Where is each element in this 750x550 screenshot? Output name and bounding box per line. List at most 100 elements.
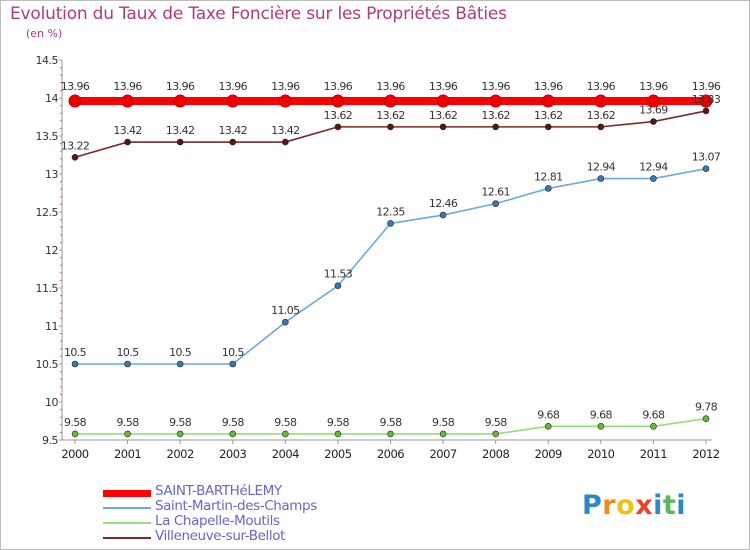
y-tick-label: 12.5 — [36, 206, 59, 219]
data-label: 13.96 — [166, 80, 195, 93]
data-point — [124, 360, 131, 368]
x-tick-label: 2009 — [535, 447, 562, 461]
data-point — [121, 94, 135, 108]
data-label: 13.96 — [271, 80, 300, 93]
legend-label: SAINT-BARTHéLEMY — [155, 483, 282, 499]
legend-label: Saint-Martin-des-Champs — [155, 498, 317, 514]
data-label: 13.96 — [324, 80, 353, 93]
data-label: 9.58 — [64, 416, 87, 429]
data-point — [544, 185, 552, 192]
data-label: 10.5 — [117, 346, 140, 359]
legend-swatch — [103, 490, 151, 497]
logo-letter: i — [653, 490, 663, 521]
data-point — [229, 138, 237, 146]
data-point — [650, 175, 657, 182]
data-label: 9.58 — [117, 416, 140, 429]
data-label: 9.58 — [379, 416, 402, 429]
data-label: 9.68 — [642, 408, 665, 421]
data-label: 13.96 — [692, 80, 721, 93]
y-tick-label: 11 — [45, 320, 58, 333]
logo-letter: i — [676, 490, 687, 521]
x-tick-label: 2003 — [219, 447, 246, 461]
data-label: 12.35 — [376, 205, 405, 218]
proxiti-logo: Proxiti — [582, 490, 686, 521]
data-label: 13.62 — [481, 109, 510, 122]
data-point — [226, 94, 240, 108]
data-label: 13.96 — [61, 80, 90, 93]
data-point — [71, 430, 79, 438]
data-point — [124, 138, 131, 146]
data-point — [594, 94, 608, 108]
data-label: 13.96 — [219, 80, 248, 93]
data-point — [282, 138, 289, 146]
data-label: 13.96 — [113, 80, 142, 93]
data-point — [597, 175, 605, 182]
data-point — [492, 123, 499, 131]
data-point — [176, 138, 184, 146]
x-tick-label: 2004 — [272, 447, 299, 461]
logo-letter: t — [662, 490, 677, 521]
y-tick-label: 9.5 — [42, 434, 58, 447]
data-label: 13.62 — [587, 109, 616, 122]
data-label: 13.96 — [376, 80, 405, 93]
logo-letter: P — [582, 490, 603, 521]
data-point — [229, 430, 237, 438]
data-label: 13.42 — [271, 124, 300, 137]
x-tick-label: 2005 — [324, 447, 351, 461]
data-label: 9.58 — [274, 416, 297, 429]
x-tick-label: 2002 — [167, 447, 194, 461]
data-point — [492, 200, 499, 207]
data-label: 13.96 — [429, 80, 458, 93]
x-tick-label: 2012 — [692, 447, 719, 461]
data-label: 9.58 — [222, 416, 245, 429]
y-tick-label: 13 — [45, 168, 58, 181]
legend-item-la-chapelle-moutils: La Chapelle-Moutils — [103, 513, 363, 530]
data-label: 13.83 — [692, 93, 721, 106]
data-point — [544, 123, 552, 131]
data-point — [334, 430, 342, 438]
data-label: 13.07 — [692, 151, 721, 164]
chart-title: Evolution du Taux de Taxe Foncière sur l… — [10, 4, 507, 24]
data-point — [334, 282, 342, 290]
data-label: 12.81 — [534, 170, 563, 183]
series-line — [75, 167, 707, 365]
data-point — [334, 123, 342, 131]
data-label: 12.61 — [481, 186, 510, 199]
x-tick-label: 2008 — [482, 447, 509, 461]
data-label: 9.78 — [695, 401, 718, 414]
data-point — [229, 360, 237, 368]
unit-label: (en %) — [26, 27, 63, 40]
data-point — [439, 430, 447, 438]
data-label: 13.22 — [61, 139, 90, 152]
data-point — [702, 415, 710, 423]
data-point — [331, 94, 345, 108]
y-tick-label: 12 — [45, 244, 58, 257]
data-point — [699, 94, 713, 108]
data-point — [492, 430, 499, 438]
data-point — [541, 94, 555, 108]
data-label: 13.96 — [534, 80, 563, 93]
data-point — [387, 430, 394, 438]
legend-item-saint-barthelemy: SAINT-BARTHéLEMY — [103, 483, 363, 500]
legend-swatch — [103, 537, 151, 539]
y-tick-label: 13.5 — [36, 130, 59, 143]
data-label: 10.5 — [222, 346, 245, 359]
y-tick-label: 10 — [45, 396, 58, 409]
data-point — [544, 423, 552, 430]
y-tick-label: 10.5 — [36, 358, 59, 371]
data-label: 13.42 — [219, 124, 248, 137]
data-label: 11.05 — [271, 304, 300, 317]
data-label: 9.58 — [169, 416, 192, 429]
data-point — [387, 220, 394, 227]
data-point — [702, 107, 710, 115]
data-point — [176, 430, 184, 438]
y-tick-label: 14.5 — [36, 54, 59, 67]
data-point — [282, 430, 289, 438]
data-label: 13.96 — [587, 80, 616, 93]
data-point — [278, 94, 292, 108]
data-label: 13.62 — [324, 109, 353, 122]
x-tick-label: 2011 — [640, 447, 667, 461]
data-label: 13.62 — [534, 109, 563, 122]
data-label: 11.53 — [324, 268, 353, 281]
